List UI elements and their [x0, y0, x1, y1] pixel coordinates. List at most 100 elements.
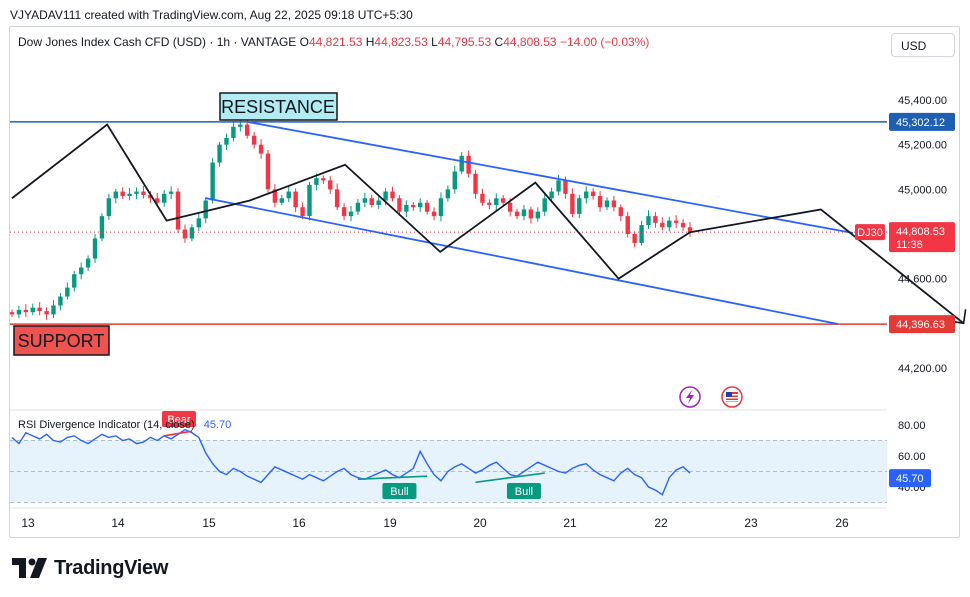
candle-body: [618, 207, 624, 217]
candle-body: [113, 191, 118, 199]
time-tick-label: 23: [744, 516, 758, 530]
candle-body: [507, 202, 513, 212]
rsi-tick-label: 80.00: [898, 420, 926, 432]
close-label: C: [494, 35, 504, 49]
candle-body: [452, 171, 457, 190]
bull-divergence-line: [475, 472, 545, 484]
candle-body: [224, 137, 229, 145]
support-price-tag-box: [889, 315, 955, 334]
candle-body: [417, 202, 423, 208]
candle-body: [286, 191, 291, 199]
bull-divergence-line: [357, 475, 428, 481]
candle-body: [300, 207, 305, 217]
candle-body: [660, 222, 665, 228]
channel-lower-line: [204, 197, 839, 325]
candle-body: [383, 191, 388, 201]
level-lines: [10, 121, 887, 325]
chart-frame: [9, 26, 960, 538]
candle-body: [72, 274, 77, 288]
time-axis: 13 14 15 16 19 20 21 22 23 26: [21, 516, 849, 530]
last-price-tag-value: 44,808.53: [896, 226, 945, 238]
close-value: 44,808.53: [503, 35, 557, 49]
time-tick-label: 15: [202, 516, 216, 530]
time-tick-label: 14: [111, 516, 125, 530]
candle-body: [438, 198, 444, 217]
candle-body: [632, 234, 637, 243]
time-tick-label: 13: [21, 516, 35, 530]
resistance-price-tag-box: [889, 112, 955, 131]
symbol-legend: Dow Jones Index Cash CFD (USD) · 1h · VA…: [18, 35, 649, 49]
tradingview-logo[interactable]: TradingView: [12, 556, 168, 580]
candle-body: [120, 191, 125, 197]
candle-body: [563, 180, 568, 194]
candle-body: [549, 191, 554, 199]
us-flag-icon[interactable]: [721, 386, 743, 408]
candle-body: [328, 180, 333, 190]
candle-body: [611, 200, 617, 208]
lightning-icon[interactable]: [679, 386, 701, 408]
candle-body: [65, 287, 70, 297]
candle-body: [597, 196, 603, 208]
candle-body: [23, 309, 29, 313]
time-tick-label: 20: [473, 516, 487, 530]
time-tick-label: 19: [383, 516, 397, 530]
rsi-value-tag-box: [889, 469, 931, 488]
support-label: SUPPORT: [13, 325, 110, 356]
rsi-line: [11, 428, 691, 496]
candle-body: [487, 202, 492, 205]
candle-body: [127, 193, 132, 197]
price-axis: 45,400.00 45,200.00 45,000.00 44,600.00 44,2…: [898, 95, 947, 375]
candle-body: [9, 312, 15, 315]
candle-body: [411, 204, 416, 208]
open-label: O: [299, 35, 309, 49]
tradingview-logo-icon: [12, 558, 47, 578]
rsi-signal-badge: [506, 483, 541, 499]
candle-body: [182, 229, 188, 239]
time-tick-label: 16: [292, 516, 306, 530]
candle-body: [92, 238, 98, 259]
candle-body: [78, 267, 84, 275]
candle-body: [341, 207, 347, 217]
support-price-tag-text: 44,396.63: [896, 319, 945, 331]
rsi-pane: Bear Bull Bull: [10, 411, 887, 503]
candle-body: [44, 311, 49, 315]
candle-body: [521, 209, 527, 217]
support-label-text: SUPPORT: [18, 331, 105, 351]
candle-body: [30, 307, 35, 313]
currency-button[interactable]: USD: [891, 33, 955, 57]
candle-body: [307, 184, 312, 217]
rsi-signal-label: Bull: [515, 486, 533, 498]
low-label: L: [431, 35, 438, 49]
candle-body: [445, 189, 451, 199]
channel-lines: [204, 121, 854, 325]
pattern-zigzag: [11, 123, 691, 280]
rsi-value-tag-text: 45.70: [896, 473, 924, 485]
candle-body: [653, 216, 658, 223]
rsi-title: RSI Divergence Indicator (14, close) 45.…: [18, 419, 231, 431]
candle-body: [348, 211, 354, 217]
candle-body: [265, 153, 271, 190]
candle-body: [369, 198, 374, 205]
candle-body: [570, 193, 575, 214]
price-tick-label: 44,600.00: [898, 274, 947, 286]
candle-body: [667, 220, 672, 228]
last-price-tag-box: [889, 222, 955, 253]
candle-body: [175, 191, 181, 230]
pattern-drawing: [11, 123, 967, 325]
candle-body: [106, 198, 112, 217]
candle-body: [404, 204, 409, 212]
candle-body: [590, 191, 596, 197]
candle-body: [473, 173, 478, 194]
candle-body: [584, 191, 589, 199]
credit-line: VJYADAV111 created with TradingView.com,…: [10, 8, 413, 22]
candle-body: [687, 227, 693, 233]
candle-body: [162, 193, 167, 203]
change-value: −14.00 (−0.03%): [559, 35, 650, 49]
time-tick-label: 26: [835, 516, 849, 530]
candle-body: [58, 296, 63, 306]
high-value: 44,823.53: [374, 35, 428, 49]
candle-body: [189, 227, 195, 239]
candle-body: [680, 222, 686, 228]
